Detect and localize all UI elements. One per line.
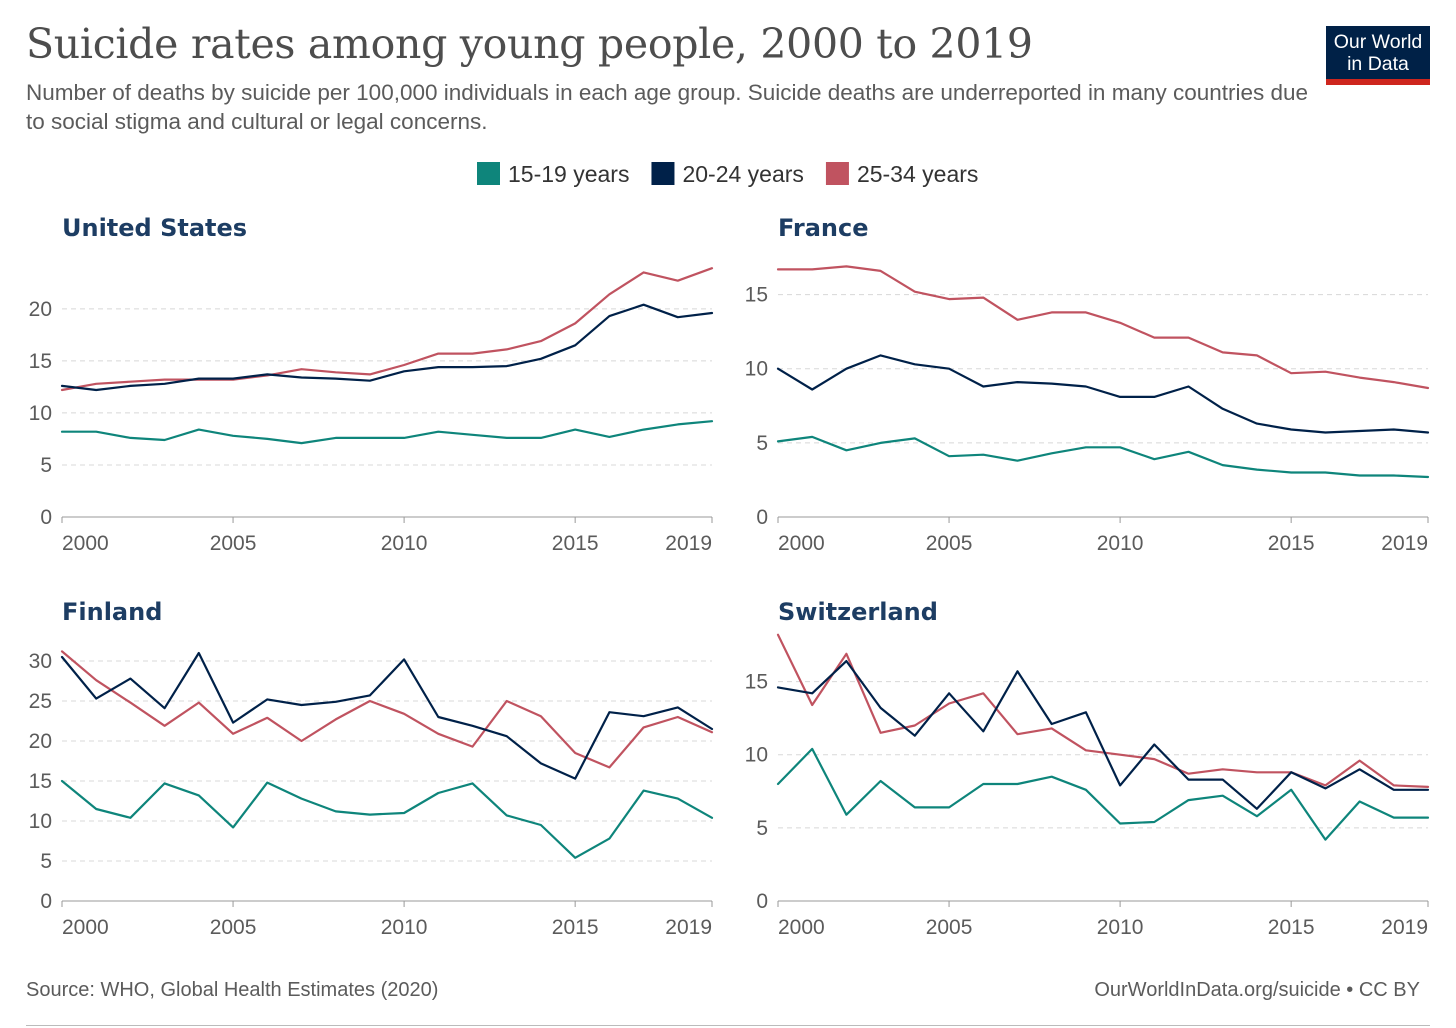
x-tick-label-2005: 2005: [210, 532, 257, 555]
y-tick-label-10: 10: [29, 402, 52, 425]
y-tick-label-10: 10: [745, 358, 768, 381]
x-tick-label-2015: 2015: [552, 916, 599, 939]
x-tick-label-2005: 2005: [926, 916, 973, 939]
y-tick-label-15: 15: [29, 770, 52, 793]
x-tick-label-2010: 2010: [1097, 532, 1144, 555]
legend-swatch-25-34-years: [825, 162, 849, 185]
y-tick-label-15: 15: [29, 350, 52, 373]
x-tick-label-2010: 2010: [381, 916, 428, 939]
y-tick-label-0: 0: [756, 506, 768, 529]
series-line-20-24-years[interactable]: [60, 303, 714, 392]
x-tick-label-2019: 2019: [1381, 532, 1428, 555]
y-tick-label-0: 0: [40, 506, 52, 529]
chart-subtitle: Number of deaths by suicide per 100,000 …: [26, 80, 1309, 134]
series-line-20-24-years[interactable]: [776, 659, 1430, 810]
y-tick-label-0: 0: [40, 890, 52, 913]
x-tick-label-2015: 2015: [1268, 916, 1315, 939]
x-tick-label-2000: 2000: [62, 532, 109, 555]
owid-logo[interactable]: Our World in Data: [1326, 26, 1430, 85]
logo-line-1: Our World: [1333, 31, 1423, 53]
x-tick-label-2000: 2000: [778, 532, 825, 555]
y-tick-label-30: 30: [29, 650, 52, 673]
x-tick-label-2019: 2019: [665, 532, 712, 555]
logo-line-2: in Data: [1347, 53, 1409, 75]
x-tick-label-2000: 2000: [778, 916, 825, 939]
y-tick-label-5: 5: [756, 817, 768, 840]
x-tick-label-2005: 2005: [210, 916, 257, 939]
x-tick-label-2015: 2015: [552, 532, 599, 555]
series-line-20-24-years[interactable]: [776, 354, 1430, 434]
y-tick-label-15: 15: [745, 284, 768, 307]
panel-title-france: France: [778, 214, 868, 242]
y-tick-label-20: 20: [29, 298, 52, 321]
legend-label-15-19-years: 15-19 years: [508, 161, 629, 187]
y-tick-label-5: 5: [756, 432, 768, 455]
x-tick-label-2000: 2000: [62, 916, 109, 939]
x-tick-label-2019: 2019: [1381, 916, 1428, 939]
x-tick-label-2015: 2015: [1268, 532, 1315, 555]
series-line-25-34-years[interactable]: [776, 633, 1430, 789]
panel-france: France 0 5 10 15 2000 2005 2010 2015 2019: [745, 214, 1430, 555]
panel-switzerland: Switzerland 0 5 10 15 2000 2005 2010 2015 2019: [745, 598, 1430, 939]
panel-united-states: United States 0 5 10 15 20 2000 2005 2010 2015 201…: [29, 214, 714, 555]
x-tick-label-2005: 2005: [926, 532, 973, 555]
y-tick-label-0: 0: [756, 890, 768, 913]
x-tick-label-2010: 2010: [1097, 916, 1144, 939]
y-tick-label-25: 25: [29, 690, 52, 713]
series-line-25-34-years[interactable]: [60, 650, 714, 769]
y-tick-label-5: 5: [40, 850, 52, 873]
y-tick-label-10: 10: [29, 810, 52, 833]
series-line-20-24-years[interactable]: [60, 651, 714, 780]
legend[interactable]: 15-19 years 20-24 years 25-34 years: [477, 161, 978, 187]
panel-finland: Finland 0 5 10 15 20 25 30 2000 2005 2010 2015 2019: [29, 598, 714, 939]
series-line-25-34-years[interactable]: [776, 265, 1430, 390]
y-tick-label-5: 5: [40, 454, 52, 477]
source-note[interactable]: Source: WHO, Global Health Estimates (20…: [26, 979, 439, 1001]
series-line-15-19-years[interactable]: [60, 420, 714, 445]
x-tick-label-2010: 2010: [381, 532, 428, 555]
series-line-15-19-years[interactable]: [60, 779, 714, 859]
legend-label-25-34-years: 25-34 years: [857, 161, 978, 187]
panel-title-finland: Finland: [62, 598, 162, 626]
x-tick-label-2019: 2019: [665, 916, 712, 939]
series-line-15-19-years[interactable]: [776, 435, 1430, 479]
panel-title-switzerland: Switzerland: [778, 598, 938, 626]
legend-swatch-20-24-years: [651, 162, 675, 185]
legend-item-15-19-years[interactable]: 15-19 years: [477, 161, 629, 187]
bottom-divider: [26, 1025, 1430, 1026]
chart-title: Suicide rates among young people, 2000 t…: [26, 20, 1033, 68]
series-line-15-19-years[interactable]: [776, 747, 1430, 841]
chart-canvas: 15-19 years 20-24 years 25-34 years United…: [29, 161, 1430, 939]
y-tick-label-15: 15: [745, 671, 768, 694]
y-tick-label-10: 10: [745, 744, 768, 767]
y-tick-label-20: 20: [29, 730, 52, 753]
legend-item-25-34-years[interactable]: 25-34 years: [825, 161, 978, 187]
legend-label-20-24-years: 20-24 years: [682, 161, 803, 187]
legend-item-20-24-years[interactable]: 20-24 years: [651, 161, 804, 187]
legend-swatch-15-19-years: [477, 162, 500, 185]
series-line-25-34-years[interactable]: [60, 267, 714, 392]
panel-title-united-states: United States: [62, 214, 247, 242]
credit-link[interactable]: OurWorldInData.org/suicide • CC BY: [1094, 979, 1420, 1001]
